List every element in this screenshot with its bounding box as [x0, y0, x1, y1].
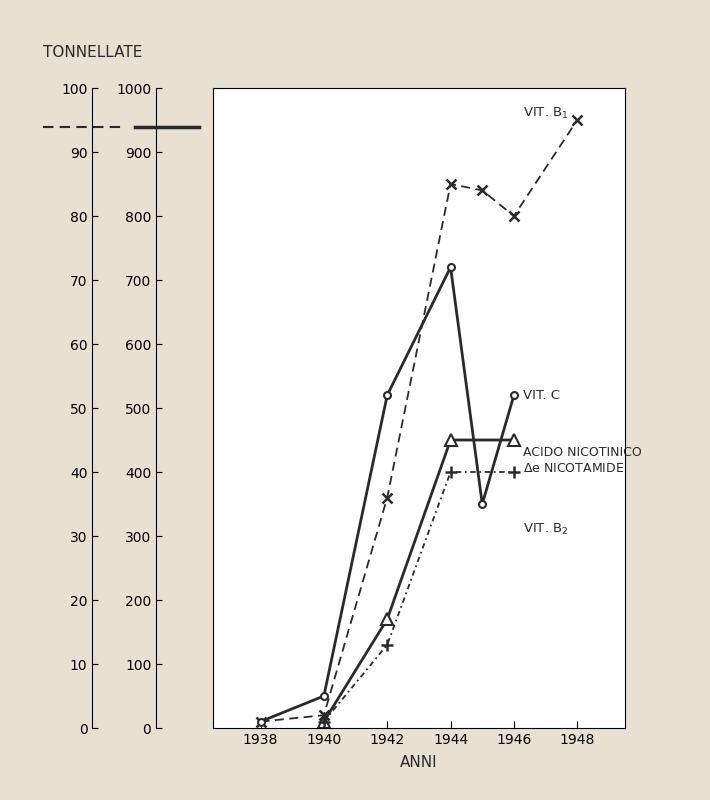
- X-axis label: ANNI: ANNI: [400, 755, 437, 770]
- Text: VIT. C: VIT. C: [523, 389, 560, 402]
- Text: VIT. B$_2$: VIT. B$_2$: [523, 522, 569, 537]
- Text: ACIDO NICOTINICO
$\Delta$e NICOTAMIDE: ACIDO NICOTINICO $\Delta$e NICOTAMIDE: [523, 446, 642, 475]
- Text: TONNELLATE: TONNELLATE: [43, 45, 142, 60]
- Text: VIT. B$_1$: VIT. B$_1$: [523, 106, 569, 121]
